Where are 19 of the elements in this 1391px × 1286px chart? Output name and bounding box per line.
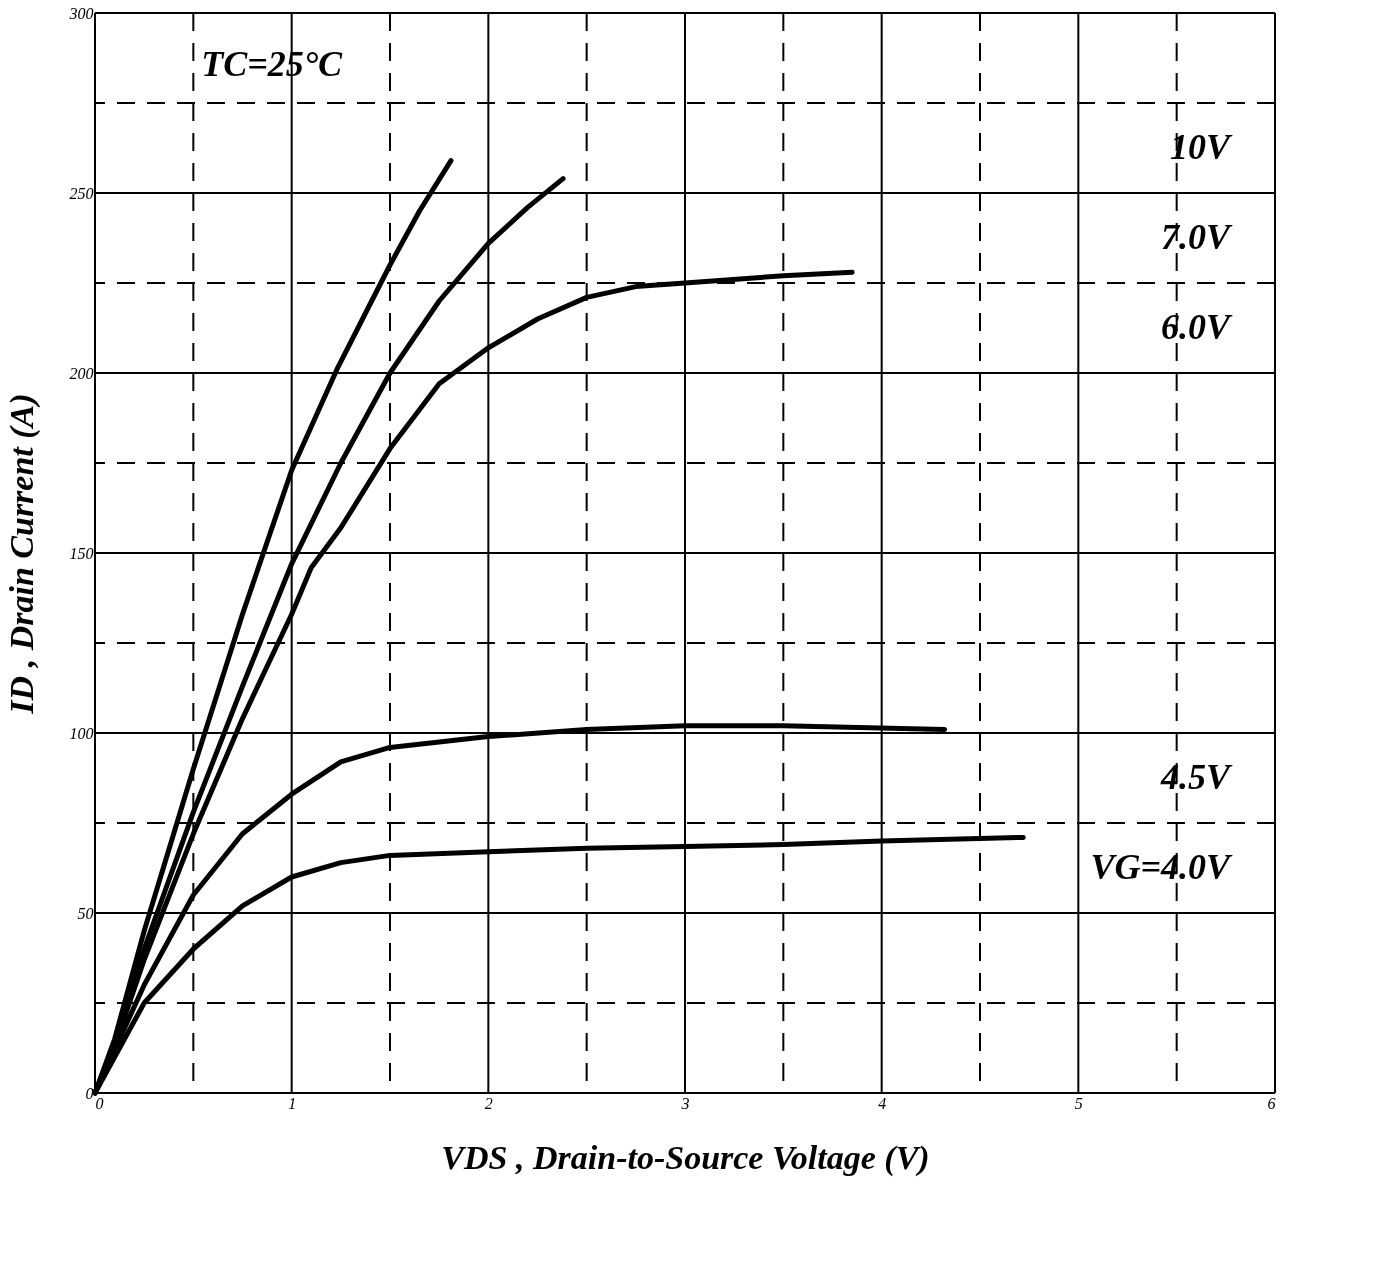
x-tick-label: 4 bbox=[878, 1094, 887, 1112]
x-tick-label: 5 bbox=[1074, 1094, 1083, 1112]
y-tick-label: 150 bbox=[69, 544, 94, 562]
text: 10V bbox=[1169, 127, 1233, 167]
y-tick-label: 200 bbox=[69, 364, 94, 382]
text: 7.0V bbox=[1160, 217, 1233, 257]
x-axis-title: VDS , Drain-to-Source Voltage (V) bbox=[441, 1138, 930, 1177]
x-tick-label: 6 bbox=[1267, 1094, 1276, 1112]
y-tick-label: 300 bbox=[68, 4, 94, 22]
y-tick-label: 250 bbox=[69, 184, 94, 202]
series-label: VG=4.0V bbox=[1090, 847, 1233, 887]
text: 4.5V bbox=[1159, 757, 1233, 797]
y-tick-label: 100 bbox=[69, 724, 94, 742]
y-tick-label: 50 bbox=[77, 904, 94, 922]
x-tick-label: 3 bbox=[680, 1094, 690, 1112]
y-axis-title: ID , Drain Current (A) bbox=[2, 393, 41, 715]
text: 6.0V bbox=[1160, 307, 1233, 347]
x-tick-label: 2 bbox=[484, 1094, 493, 1112]
x-tick-label: 1 bbox=[288, 1094, 297, 1112]
